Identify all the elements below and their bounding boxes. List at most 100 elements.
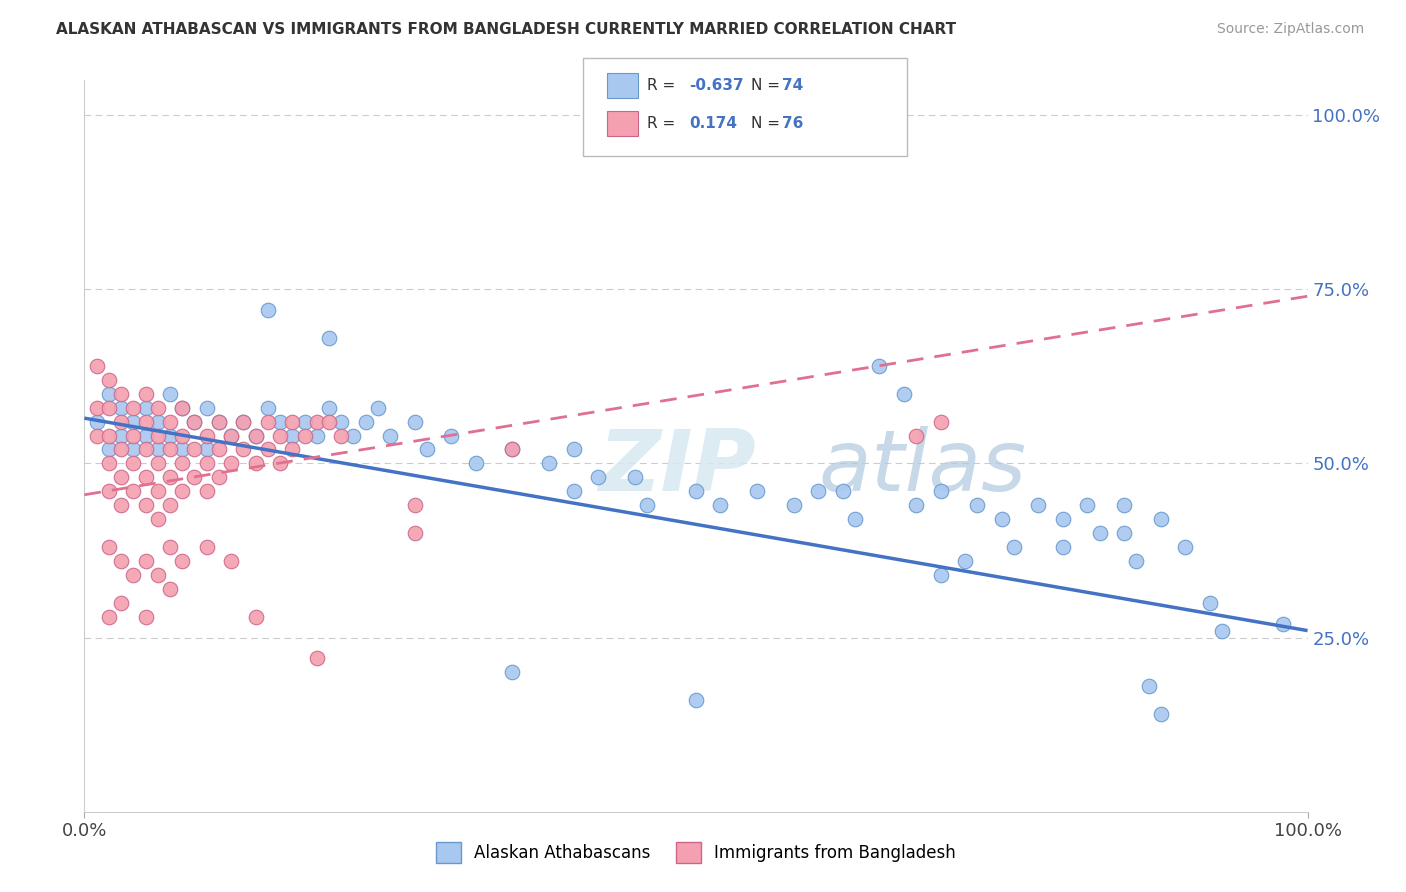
Point bbox=[135, 428, 157, 442]
Point bbox=[1272, 616, 1295, 631]
Point bbox=[232, 442, 254, 457]
Point bbox=[110, 498, 132, 512]
Point bbox=[305, 415, 328, 429]
Text: R =: R = bbox=[647, 116, 681, 130]
Point bbox=[1137, 679, 1160, 693]
Point bbox=[195, 428, 218, 442]
Point bbox=[183, 470, 205, 484]
Point bbox=[562, 484, 585, 499]
Point bbox=[159, 470, 181, 484]
Point bbox=[146, 415, 169, 429]
Point bbox=[966, 498, 988, 512]
Point bbox=[502, 442, 524, 457]
Point bbox=[281, 428, 304, 442]
Point bbox=[1052, 540, 1074, 554]
Point bbox=[1150, 707, 1173, 722]
Point bbox=[232, 415, 254, 429]
Point bbox=[159, 415, 181, 429]
Point bbox=[1114, 498, 1136, 512]
Point bbox=[538, 457, 561, 471]
Point bbox=[219, 428, 242, 442]
Point bbox=[404, 415, 426, 429]
Point bbox=[122, 401, 145, 415]
Point bbox=[183, 415, 205, 429]
Point bbox=[208, 415, 231, 429]
Point bbox=[97, 457, 120, 471]
Point bbox=[636, 498, 658, 512]
Point bbox=[159, 428, 181, 442]
Point bbox=[183, 442, 205, 457]
Point bbox=[159, 582, 181, 596]
Point bbox=[869, 359, 891, 373]
Point bbox=[146, 442, 169, 457]
Point bbox=[86, 359, 108, 373]
Point bbox=[97, 428, 120, 442]
Point bbox=[146, 484, 169, 499]
Point bbox=[172, 457, 194, 471]
Text: 76: 76 bbox=[782, 116, 803, 130]
Point bbox=[586, 470, 609, 484]
Point bbox=[219, 457, 242, 471]
Point bbox=[110, 442, 132, 457]
Point bbox=[294, 428, 316, 442]
Point bbox=[783, 498, 806, 512]
Point bbox=[367, 401, 389, 415]
Point bbox=[172, 484, 194, 499]
Point bbox=[257, 401, 280, 415]
Legend: Alaskan Athabascans, Immigrants from Bangladesh: Alaskan Athabascans, Immigrants from Ban… bbox=[429, 836, 963, 869]
Point bbox=[305, 428, 328, 442]
Point bbox=[354, 415, 377, 429]
Point bbox=[1028, 498, 1050, 512]
Text: R =: R = bbox=[647, 78, 681, 93]
Point bbox=[208, 470, 231, 484]
Point bbox=[416, 442, 439, 457]
Point bbox=[135, 415, 157, 429]
Point bbox=[257, 442, 280, 457]
Point bbox=[929, 415, 952, 429]
Point bbox=[122, 415, 145, 429]
Point bbox=[219, 428, 242, 442]
Text: -0.637: -0.637 bbox=[689, 78, 744, 93]
Point bbox=[991, 512, 1014, 526]
Point bbox=[929, 484, 952, 499]
Point bbox=[318, 415, 340, 429]
Point bbox=[1114, 526, 1136, 541]
Point bbox=[97, 484, 120, 499]
Point bbox=[624, 470, 647, 484]
Point bbox=[195, 442, 218, 457]
Point bbox=[195, 401, 218, 415]
Point bbox=[172, 442, 194, 457]
Point bbox=[135, 609, 157, 624]
Point bbox=[135, 442, 157, 457]
Point bbox=[86, 428, 108, 442]
Point bbox=[135, 498, 157, 512]
Point bbox=[905, 428, 928, 442]
Point bbox=[97, 609, 120, 624]
Point bbox=[562, 442, 585, 457]
Text: atlas: atlas bbox=[818, 426, 1026, 509]
Point bbox=[330, 428, 353, 442]
Point bbox=[110, 401, 132, 415]
Point bbox=[146, 428, 169, 442]
Text: 74: 74 bbox=[782, 78, 803, 93]
Point bbox=[86, 415, 108, 429]
Point bbox=[318, 401, 340, 415]
Point bbox=[807, 484, 830, 499]
Point bbox=[110, 596, 132, 610]
Point bbox=[195, 540, 218, 554]
Point bbox=[245, 457, 267, 471]
Point bbox=[305, 651, 328, 665]
Point bbox=[97, 401, 120, 415]
Point bbox=[110, 428, 132, 442]
Point bbox=[440, 428, 463, 442]
Point bbox=[893, 386, 915, 401]
Point bbox=[245, 428, 267, 442]
Point bbox=[269, 415, 291, 429]
Point bbox=[342, 428, 364, 442]
Text: 0.174: 0.174 bbox=[689, 116, 737, 130]
Text: Source: ZipAtlas.com: Source: ZipAtlas.com bbox=[1216, 22, 1364, 37]
Point bbox=[86, 401, 108, 415]
Point bbox=[685, 484, 707, 499]
Point bbox=[232, 415, 254, 429]
Point bbox=[219, 554, 242, 568]
